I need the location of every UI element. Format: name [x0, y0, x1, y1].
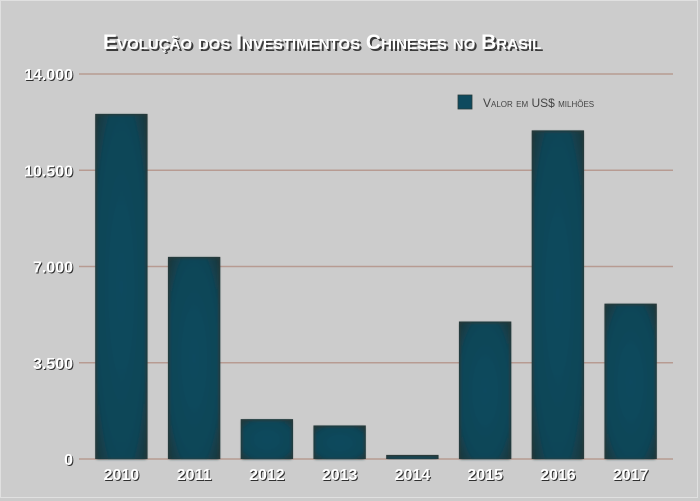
y-tick-label: 0	[64, 452, 73, 469]
x-tick-label: 2012	[249, 467, 285, 484]
y-tick-label-shadow: 7.000	[34, 261, 74, 278]
y-tick-label-shadow: 0	[65, 453, 74, 470]
legend: Valor em US$ milhões	[457, 94, 594, 110]
bar-2014	[387, 456, 438, 459]
chart-title: Evolução dos Investimentos Chineses no B…	[103, 31, 541, 54]
y-tick-label-shadow: 14.000	[25, 68, 74, 85]
x-tick-label-shadow: 2013	[323, 468, 359, 485]
y-tick-label: 14.000	[24, 67, 73, 84]
x-tick-label: 2016	[540, 467, 576, 484]
y-tick-label: 3.500	[33, 356, 73, 373]
x-tick-label: 2015	[467, 467, 503, 484]
bar-2017	[605, 305, 656, 459]
y-tick-label-shadow: 3.500	[34, 357, 74, 374]
y-axis: 003.5003.5007.0007.00010.50010.50014.000…	[24, 67, 74, 470]
x-tick-label: 2013	[322, 467, 358, 484]
legend-label: Valor em US$ milhões	[483, 96, 594, 110]
bar-2011	[169, 258, 219, 459]
y-tick-label-shadow: 10.500	[25, 164, 74, 181]
x-tick-label-shadow: 2014	[396, 468, 432, 485]
x-tick-label: 2011	[177, 467, 212, 484]
legend-swatch	[457, 94, 473, 110]
x-tick-label: 2010	[104, 467, 140, 484]
x-tick-label: 2014	[395, 467, 431, 484]
x-tick-label-shadow: 2016	[541, 468, 577, 485]
x-tick-label: 2017	[613, 467, 649, 484]
x-tick-label-shadow: 2012	[250, 468, 286, 485]
bar-2016	[533, 131, 583, 459]
x-tick-label-shadow: 2017	[614, 468, 650, 485]
x-tick-label-shadow: 2010	[105, 468, 141, 485]
chart-title-shadow: Evolução dos Investimentos Chineses no B…	[105, 33, 543, 56]
x-tick-label-shadow: 2011	[178, 468, 213, 485]
bars	[95, 113, 657, 459]
bar-2013	[314, 426, 365, 459]
chart-title-group: Evolução dos Investimentos Chineses no B…	[103, 31, 543, 56]
x-tick-label-shadow: 2015	[468, 468, 504, 485]
bar-2010	[96, 115, 147, 459]
bar-2012	[242, 420, 292, 459]
bar-2015	[460, 323, 510, 459]
y-tick-label: 10.500	[24, 163, 73, 180]
y-tick-label: 7.000	[33, 260, 73, 277]
